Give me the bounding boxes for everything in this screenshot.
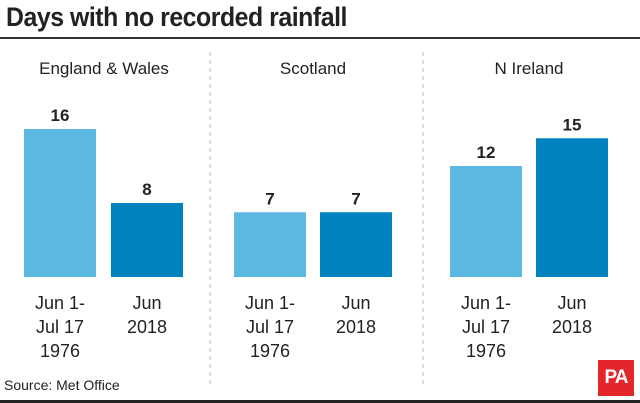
- data-label: 16: [51, 106, 70, 125]
- category-label: Jul 17: [36, 317, 84, 337]
- category-label: 2018: [552, 317, 592, 337]
- category-label: 2018: [127, 317, 167, 337]
- data-label: 7: [351, 189, 360, 208]
- chart-title: Days with no recorded rainfall: [6, 2, 347, 32]
- title-rule: [0, 37, 640, 39]
- data-label: 7: [265, 189, 274, 208]
- category-label: 1976: [40, 341, 80, 361]
- panel-title: Scotland: [280, 59, 346, 78]
- category-label: Jul 17: [246, 317, 294, 337]
- data-label: 15: [563, 115, 582, 134]
- category-label: 2018: [336, 317, 376, 337]
- bar: [24, 129, 96, 277]
- category-label: Jun: [341, 293, 370, 313]
- data-label: 8: [142, 180, 151, 199]
- category-label: Jun: [557, 293, 586, 313]
- bar: [234, 212, 306, 277]
- category-label: Jul 17: [462, 317, 510, 337]
- category-label: Jun 1-: [35, 293, 85, 313]
- bar: [450, 166, 522, 277]
- bar: [111, 203, 183, 277]
- panel-title: N Ireland: [495, 59, 564, 78]
- bar: [320, 212, 392, 277]
- data-label: 12: [477, 143, 496, 162]
- category-label: Jun: [132, 293, 161, 313]
- panel-title: England & Wales: [39, 59, 169, 78]
- pa-logo: PA: [598, 360, 634, 396]
- category-label: 1976: [250, 341, 290, 361]
- category-label: 1976: [466, 341, 506, 361]
- category-label: Jun 1-: [245, 293, 295, 313]
- source-note: Source: Met Office: [4, 377, 120, 393]
- category-label: Jun 1-: [461, 293, 511, 313]
- bottom-bar: [0, 400, 640, 403]
- bar: [536, 138, 608, 277]
